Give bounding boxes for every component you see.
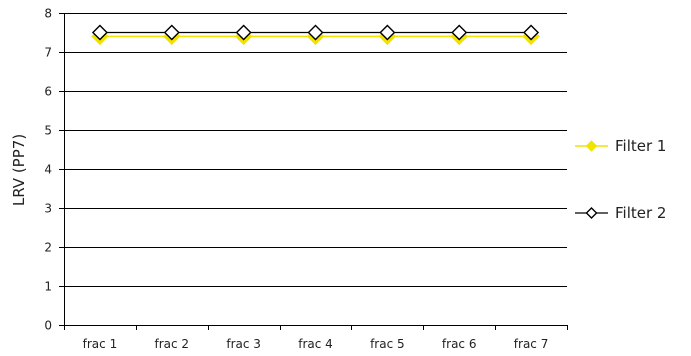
data-point-marker — [235, 24, 252, 41]
axes — [59, 13, 568, 330]
data-point-marker — [451, 24, 468, 41]
x-tick-label: frac 6 — [442, 337, 477, 351]
x-tick-label: frac 2 — [155, 337, 190, 351]
data-point-marker — [379, 24, 396, 41]
series — [91, 24, 540, 46]
y-tick-label: 8 — [44, 7, 52, 21]
x-tick-labels: frac 1 frac 2 frac 3 frac 4 frac 5 frac 6 frac… — [83, 337, 549, 351]
legend-swatch-marker — [585, 140, 598, 152]
x-tick-label: frac 5 — [370, 337, 405, 351]
data-point-marker — [307, 24, 324, 41]
x-tick-label: frac 3 — [226, 337, 261, 351]
gridlines — [59, 13, 567, 287]
series-2 — [91, 24, 540, 41]
legend-item-2: Filter 2 — [575, 204, 666, 222]
y-tick-label: 4 — [44, 163, 52, 177]
y-tick-label: 5 — [44, 124, 52, 138]
y-tick-label: 6 — [44, 85, 52, 99]
y-tick-label: 3 — [44, 202, 52, 216]
legend: Filter 1 Filter 2 — [575, 137, 666, 222]
y-tick-labels: 0 1 2 3 4 5 6 7 8 — [44, 7, 52, 333]
legend-item-1: Filter 1 — [575, 137, 666, 155]
x-tick-label: frac 1 — [83, 337, 118, 351]
y-tick-label: 7 — [44, 46, 52, 60]
y-tick-label: 2 — [44, 241, 52, 255]
data-point-marker — [163, 24, 180, 41]
data-point-marker — [523, 24, 540, 41]
x-tick-label: frac 7 — [514, 337, 549, 351]
y-tick-label: 1 — [44, 280, 52, 294]
x-tick-label: frac 4 — [298, 337, 333, 351]
y-axis-title: LRV (PP7) — [10, 134, 28, 206]
legend-swatch-marker — [585, 207, 598, 219]
legend-label: Filter 2 — [615, 204, 666, 222]
data-point-marker — [91, 24, 108, 41]
legend-label: Filter 1 — [615, 137, 666, 155]
y-tick-label: 0 — [44, 319, 52, 333]
